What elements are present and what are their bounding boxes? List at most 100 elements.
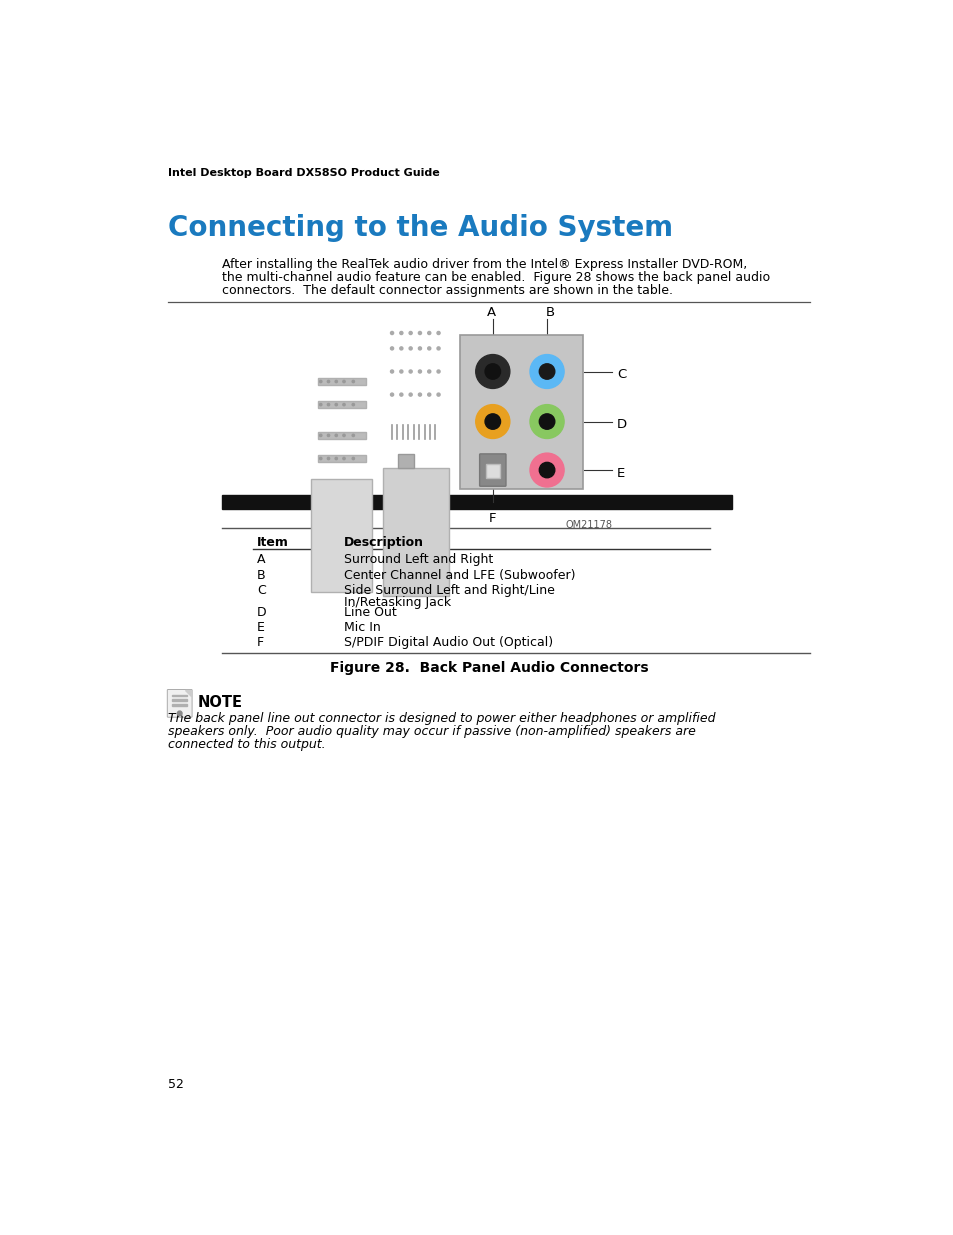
Text: F: F <box>489 511 496 525</box>
Circle shape <box>484 414 500 430</box>
Text: D: D <box>257 605 267 619</box>
Circle shape <box>409 347 412 350</box>
Circle shape <box>399 347 402 350</box>
Circle shape <box>418 370 421 373</box>
Circle shape <box>352 404 355 406</box>
Text: D: D <box>617 419 626 431</box>
Circle shape <box>436 331 439 335</box>
Circle shape <box>327 404 330 406</box>
Text: Line Out: Line Out <box>344 605 396 619</box>
Text: After installing the RealTek audio driver from the Intel® Express Installer DVD-: After installing the RealTek audio drive… <box>222 258 747 272</box>
Text: A: A <box>486 306 496 319</box>
Circle shape <box>342 404 345 406</box>
Circle shape <box>399 370 402 373</box>
Circle shape <box>530 405 563 438</box>
Text: speakers only.  Poor audio quality may occur if passive (non-amplified) speakers: speakers only. Poor audio quality may oc… <box>168 725 696 739</box>
Bar <box>222 495 732 509</box>
Circle shape <box>335 404 337 406</box>
Bar <box>172 699 187 701</box>
Circle shape <box>476 354 509 389</box>
Circle shape <box>319 457 321 459</box>
Text: Surround Left and Right: Surround Left and Right <box>344 553 493 566</box>
Circle shape <box>530 354 563 389</box>
Text: Item: Item <box>257 536 289 550</box>
Circle shape <box>327 435 330 436</box>
Circle shape <box>319 380 321 383</box>
Text: Connecting to the Audio System: Connecting to the Audio System <box>168 214 673 242</box>
Circle shape <box>399 393 402 396</box>
Circle shape <box>418 393 421 396</box>
Circle shape <box>335 380 337 383</box>
Circle shape <box>409 331 412 335</box>
FancyBboxPatch shape <box>311 479 372 593</box>
Text: A: A <box>257 553 266 566</box>
Circle shape <box>319 435 321 436</box>
Circle shape <box>530 453 563 487</box>
Text: Mic In: Mic In <box>344 621 380 634</box>
Bar <box>317 378 365 385</box>
Bar <box>317 431 365 440</box>
Text: the multi-channel audio feature can be enabled.  Figure 28 shows the back panel : the multi-channel audio feature can be e… <box>222 272 770 284</box>
Bar <box>459 335 582 489</box>
Circle shape <box>418 331 421 335</box>
Circle shape <box>538 414 555 430</box>
Bar <box>485 464 499 478</box>
Circle shape <box>352 435 355 436</box>
Text: B: B <box>257 568 266 582</box>
Circle shape <box>390 393 394 396</box>
Circle shape <box>319 404 321 406</box>
Circle shape <box>390 331 394 335</box>
Text: Side Surround Left and Right/Line: Side Surround Left and Right/Line <box>344 584 555 597</box>
Circle shape <box>418 347 421 350</box>
Text: NOTE: NOTE <box>197 695 242 710</box>
Circle shape <box>390 347 394 350</box>
Text: C: C <box>257 584 266 597</box>
Circle shape <box>427 393 431 396</box>
Bar <box>397 454 414 468</box>
Circle shape <box>327 380 330 383</box>
Circle shape <box>538 364 555 379</box>
Text: Figure 28.  Back Panel Audio Connectors: Figure 28. Back Panel Audio Connectors <box>330 661 647 676</box>
Text: Center Channel and LFE (Subwoofer): Center Channel and LFE (Subwoofer) <box>344 568 575 582</box>
FancyBboxPatch shape <box>479 454 505 487</box>
Text: 52: 52 <box>168 1078 184 1092</box>
Bar <box>317 454 365 462</box>
Circle shape <box>436 347 439 350</box>
Text: C: C <box>617 368 625 382</box>
Text: connectors.  The default connector assignments are shown in the table.: connectors. The default connector assign… <box>222 284 673 298</box>
Bar <box>172 704 187 705</box>
Circle shape <box>409 393 412 396</box>
Text: OM21178: OM21178 <box>564 520 612 530</box>
FancyBboxPatch shape <box>382 468 448 597</box>
Text: F: F <box>257 636 264 648</box>
Circle shape <box>327 457 330 459</box>
Polygon shape <box>185 690 192 697</box>
FancyBboxPatch shape <box>167 689 192 718</box>
Circle shape <box>399 331 402 335</box>
Circle shape <box>352 457 355 459</box>
Circle shape <box>177 711 182 716</box>
Circle shape <box>427 347 431 350</box>
Bar <box>317 401 365 409</box>
Circle shape <box>342 435 345 436</box>
Circle shape <box>409 370 412 373</box>
Text: E: E <box>617 467 624 479</box>
Text: connected to this output.: connected to this output. <box>168 739 325 751</box>
Text: E: E <box>257 621 265 634</box>
Bar <box>172 694 187 697</box>
Circle shape <box>436 393 439 396</box>
Circle shape <box>335 457 337 459</box>
Text: In/Retasking Jack: In/Retasking Jack <box>344 597 451 609</box>
Text: S/PDIF Digital Audio Out (Optical): S/PDIF Digital Audio Out (Optical) <box>344 636 553 648</box>
Circle shape <box>342 380 345 383</box>
Text: B: B <box>545 306 554 319</box>
Circle shape <box>538 462 555 478</box>
Circle shape <box>390 370 394 373</box>
Circle shape <box>436 370 439 373</box>
Text: The back panel line out connector is designed to power either headphones or ampl: The back panel line out connector is des… <box>168 711 715 725</box>
Circle shape <box>427 370 431 373</box>
Circle shape <box>335 435 337 436</box>
Circle shape <box>427 331 431 335</box>
Text: Intel Desktop Board DX58SO Product Guide: Intel Desktop Board DX58SO Product Guide <box>168 168 439 178</box>
Circle shape <box>484 364 500 379</box>
